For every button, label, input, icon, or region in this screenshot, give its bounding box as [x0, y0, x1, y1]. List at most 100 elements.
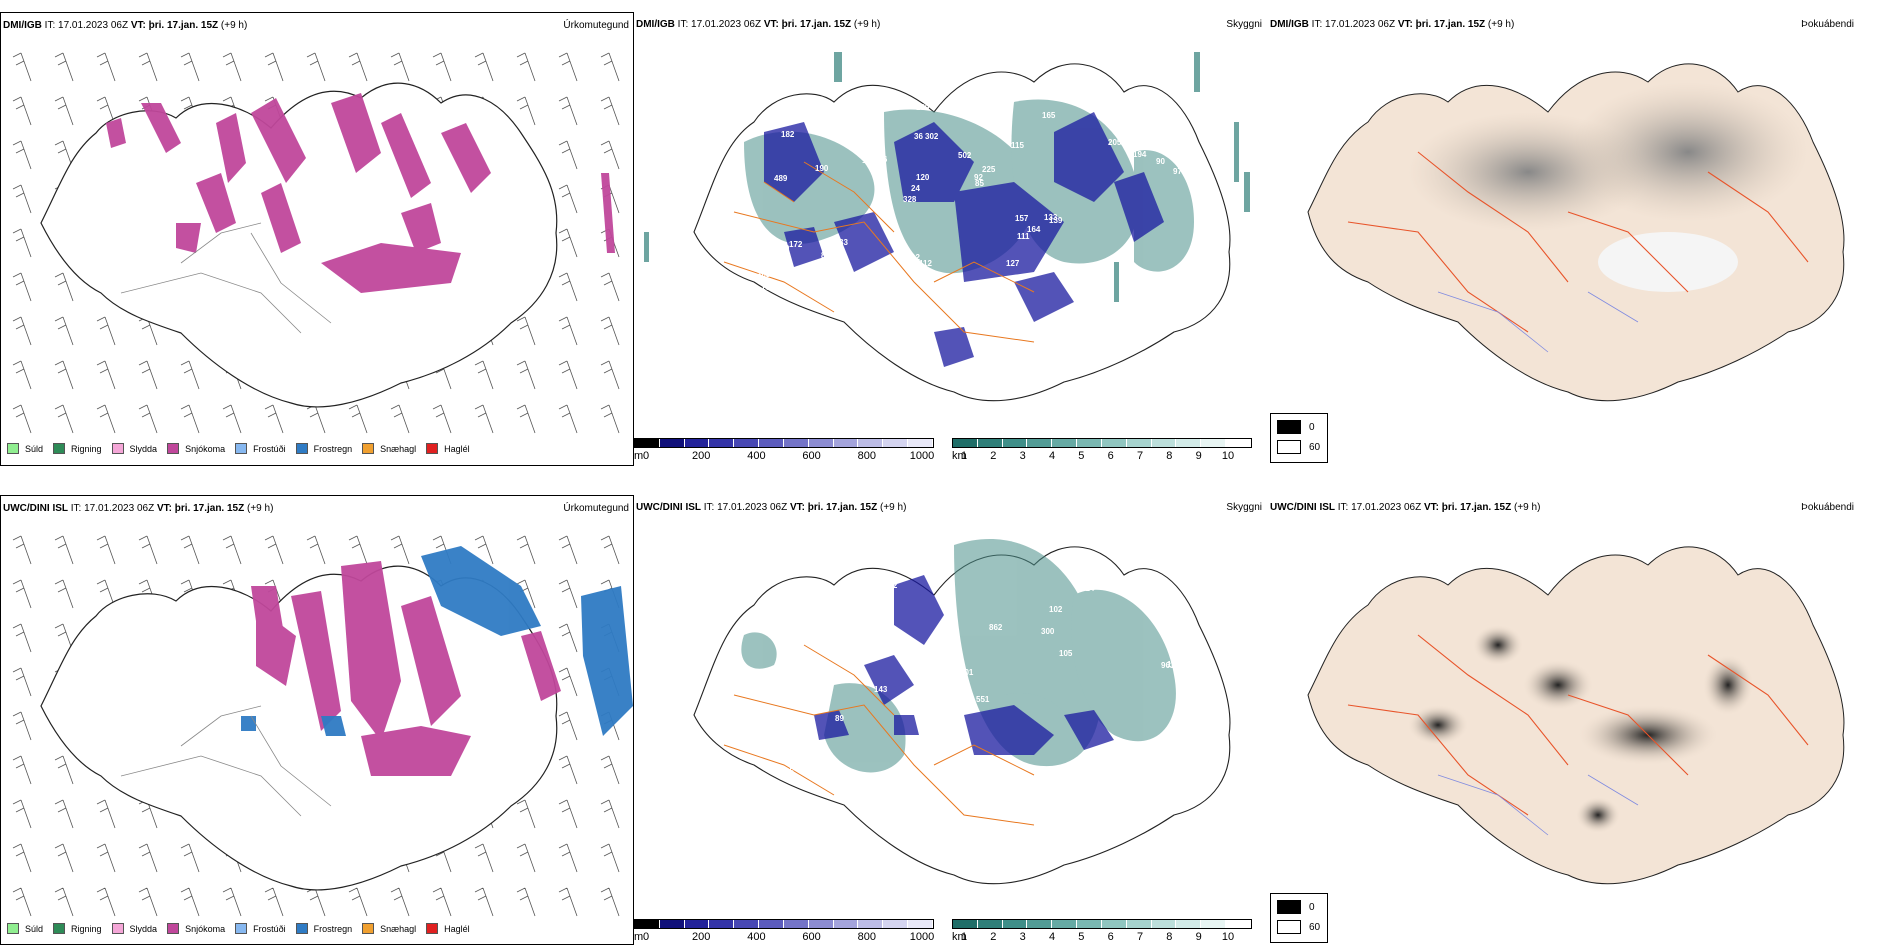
scale-tick: 3: [1019, 450, 1026, 462]
legend-label: Slydda: [129, 923, 158, 934]
wind-barb: [558, 623, 578, 653]
wind-barb: [54, 799, 74, 829]
ceiling-label: 113: [862, 156, 875, 165]
scale-segment: [1052, 920, 1078, 928]
scale-tick: 4: [1048, 931, 1056, 943]
ceiling-label: 124: [981, 776, 995, 785]
ceiling-label: 411: [1126, 279, 1139, 288]
wind-barb: [12, 184, 32, 214]
ceiling-label: 189: [916, 103, 930, 112]
wind-barb: [432, 887, 452, 917]
wind-barb: [54, 360, 74, 390]
wind-barb: [558, 52, 578, 82]
legend-label: Snæhagl: [380, 923, 417, 934]
ceiling-label: 143: [874, 685, 888, 694]
scale-segment: [1176, 920, 1202, 928]
wind-barb: [96, 843, 116, 873]
ceiling-label: 205: [1108, 138, 1122, 147]
scale-tick: 200: [692, 931, 711, 943]
wind-barb: [12, 96, 32, 126]
legend-item: Súld: [7, 923, 43, 934]
wind-barb: [600, 316, 620, 346]
scale-tick: 600: [802, 450, 821, 462]
ceiling-label: 24: [911, 184, 920, 193]
ceiling-label: 165: [1042, 111, 1056, 120]
wind-barb: [12, 404, 32, 434]
wind-barb: [54, 887, 74, 917]
panel-top-precip-type: DMI/IGB IT: 17.01.2023 06Z VT: þri. 17.j…: [0, 12, 634, 466]
ceiling-label: 150: [992, 776, 1006, 785]
scale-tick: 10: [1221, 450, 1235, 462]
scale-tick: 9: [1195, 931, 1202, 943]
wind-barb: [558, 96, 578, 126]
wind-barb: [558, 579, 578, 609]
ceiling-label: 87: [961, 290, 970, 299]
legend-label: Súld: [25, 443, 44, 454]
panel-title: DMI/IGB IT: 17.01.2023 06Z VT: þri. 17.j…: [636, 19, 881, 30]
ceiling-label: 182: [781, 130, 795, 139]
scale-segment: [977, 439, 1003, 447]
wind-barb: [600, 404, 620, 434]
legend-item: Snæhagl: [362, 923, 416, 934]
legend-swatch: [426, 443, 439, 454]
wind-barb: [558, 799, 578, 829]
wind-barb: [180, 843, 200, 873]
legend-item: Slydda: [111, 923, 158, 934]
ceiling-label: 625: [923, 686, 937, 695]
scale-tick: 5: [1078, 450, 1085, 462]
wind-barb: [222, 404, 242, 434]
legend-item: Slydda: [111, 443, 157, 454]
wind-barb: [600, 140, 620, 170]
legend-swatch: [426, 923, 439, 934]
legend-swatch: [167, 923, 180, 934]
ceiling-label: 92: [974, 173, 983, 182]
wind-barb: [516, 887, 536, 917]
scale-tick: 7: [1136, 931, 1144, 943]
iceland-map: [12, 535, 633, 917]
wind-barb: [138, 52, 158, 82]
legend-label: Haglél: [444, 923, 470, 934]
ceiling-label: 36: [914, 132, 923, 141]
wind-barb: [138, 843, 158, 873]
ceiling-label: 303: [757, 270, 771, 279]
panel-title: UWC/DINI ISL IT: 17.01.2023 06Z VT: þri.…: [1270, 502, 1541, 513]
ceiling-label: 115: [781, 767, 794, 776]
legend-label: Snjókoma: [185, 443, 226, 454]
panel-field-name: Þokuábendi: [1801, 502, 1854, 513]
wind-barb: [12, 360, 32, 390]
wind-barb: [12, 667, 32, 697]
wind-barb: [138, 360, 158, 390]
ceiling-label: 89: [835, 714, 844, 723]
wind-barb: [600, 535, 620, 565]
ceiling-label: 101: [960, 668, 974, 677]
ceiling-label: 206: [1121, 257, 1135, 266]
legend-swatch: [111, 443, 124, 454]
legend-item: Snjókoma: [167, 923, 225, 934]
wind-barb: [12, 316, 32, 346]
legend-item: Frostregn: [295, 443, 353, 454]
wind-barb: [390, 887, 410, 917]
scale-tick: 1000: [909, 931, 935, 943]
legend-item: Haglél: [426, 443, 470, 454]
legend-label: Frostregn: [313, 443, 353, 454]
scale-segment: [883, 920, 909, 928]
scale-tick: 400: [747, 931, 766, 943]
ceiling-label: 127: [1006, 259, 1020, 268]
ceiling-label: 232: [884, 581, 898, 590]
wind-barb: [96, 799, 116, 829]
ceiling-label: 145: [837, 276, 851, 285]
wind-barb: [474, 52, 494, 82]
legend-swatch: [362, 923, 375, 934]
wind-barb: [138, 404, 158, 434]
wind-barb: [348, 535, 368, 565]
wind-barb: [54, 404, 74, 434]
scale-tick: 9: [1195, 450, 1202, 462]
wind-barb: [12, 579, 32, 609]
ceiling-label: 502: [958, 151, 972, 160]
wind-barb: [600, 755, 620, 785]
wind-barb: [54, 272, 74, 302]
scale-tick: 0: [642, 450, 650, 462]
ceiling-label: 312: [767, 611, 781, 620]
scale-tick: 600: [802, 931, 821, 943]
wind-barb: [96, 360, 116, 390]
